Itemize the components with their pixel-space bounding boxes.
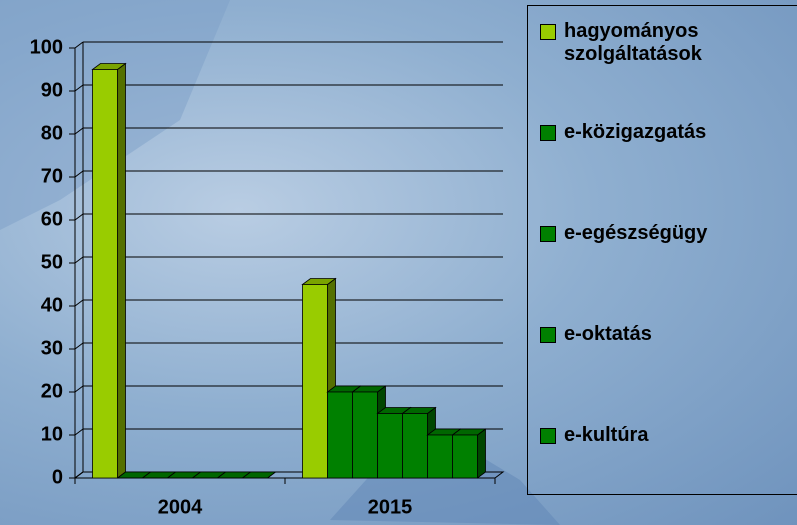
bar-face — [352, 391, 378, 479]
grid-line — [74, 127, 84, 135]
legend-swatch — [540, 428, 556, 444]
legend-entry: e-oktatás — [540, 323, 794, 346]
y-tick-label: 50 — [41, 251, 63, 273]
y-tick-label: 0 — [52, 466, 63, 488]
x-tick-label: 2004 — [158, 496, 203, 518]
bar-face — [402, 413, 428, 479]
grid-line — [74, 41, 84, 49]
legend-entry: e-közigazgatás — [540, 121, 794, 144]
legend-label: hagyományos szolgáltatások — [564, 20, 702, 65]
grid-line — [74, 342, 84, 350]
legend: hagyományos szolgáltatások e-közigazgatás… — [527, 5, 797, 495]
grid-line — [74, 256, 84, 264]
bar-face — [452, 434, 478, 479]
bar-face — [377, 413, 403, 479]
grid-line — [74, 170, 84, 178]
grid-line — [74, 84, 84, 92]
x-tick-label: 2015 — [368, 496, 413, 518]
grid-line — [74, 471, 84, 479]
y-tick-label: 70 — [41, 165, 63, 187]
grid-line — [74, 385, 84, 393]
legend-label: e-egészségügy — [564, 222, 708, 244]
grid-line — [74, 213, 84, 221]
grid-line — [74, 299, 84, 307]
y-tick-label: 40 — [41, 294, 63, 316]
y-tick-label: 90 — [41, 79, 63, 101]
legend-label: e-közigazgatás — [564, 121, 707, 143]
legend-label: e-kultúra — [564, 424, 649, 446]
legend-label: e-oktatás — [564, 323, 652, 345]
legend-entry: e-egészségügy — [540, 222, 794, 245]
bar — [451, 428, 487, 479]
bar-face — [92, 69, 118, 479]
legend-swatch — [540, 327, 556, 343]
legend-entry: e-kultúra — [540, 424, 794, 447]
bar-face — [477, 428, 486, 479]
y-tick-label: 60 — [41, 208, 63, 230]
y-tick-label: 30 — [41, 337, 63, 359]
legend-swatch — [540, 125, 556, 141]
bar — [91, 62, 127, 479]
bar-face — [327, 391, 353, 479]
legend-swatch — [540, 24, 556, 40]
y-tick-label: 100 — [30, 36, 63, 58]
bar-face — [427, 434, 453, 479]
y-tick-label: 80 — [41, 122, 63, 144]
grid-line — [74, 428, 84, 436]
y-tick-label: 10 — [41, 423, 63, 445]
legend-entry: hagyományos szolgáltatások — [540, 20, 794, 66]
bar-face — [117, 62, 126, 479]
bar-face — [302, 284, 328, 479]
bar — [166, 471, 202, 479]
bar — [241, 471, 277, 479]
legend-swatch — [540, 226, 556, 242]
y-tick-label: 20 — [41, 380, 63, 402]
